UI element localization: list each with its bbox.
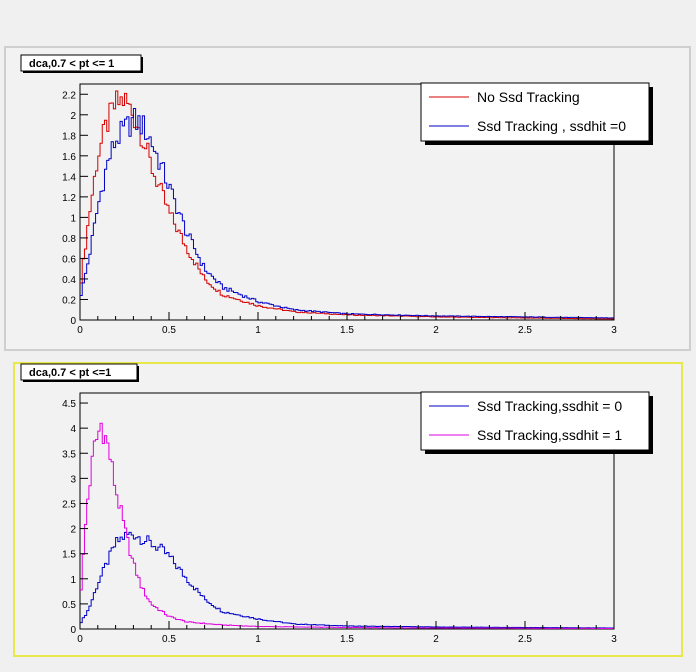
chart-title: dca,0.7 < pt <=1	[29, 367, 111, 379]
x-tick-label: 1.5	[340, 634, 354, 645]
legend-box	[420, 82, 650, 142]
x-tick-label: 2	[433, 325, 439, 336]
y-tick-label: 0.6	[62, 254, 76, 265]
y-tick-label: 3	[70, 474, 76, 485]
y-tick-label: 4	[70, 424, 76, 435]
y-tick-label: 1	[70, 575, 76, 586]
y-tick-label: 0.5	[62, 600, 76, 611]
y-tick-label: 1.5	[62, 550, 76, 561]
title-box	[20, 363, 138, 381]
y-tick-label: 0.2	[62, 295, 76, 306]
y-tick-label: 1	[70, 213, 76, 224]
legend-label-2: Ssd Tracking , ssdhit =0	[477, 118, 626, 134]
legend-box	[420, 391, 650, 451]
y-tick-label: 2.5	[62, 499, 76, 510]
x-tick-label: 0.5	[162, 634, 176, 645]
chart-bottom: 0 0.5 1 1.5 2 2.5 3 0 0.5 1 1.5 2 2.5 3 3.5 4 4.5 dca,0.7…	[20, 363, 653, 645]
x-tick-label: 0	[77, 634, 83, 645]
y-tick-label: 1.8	[62, 131, 76, 142]
x-tick-label: 1	[255, 634, 261, 645]
legend-label-2: Ssd Tracking,ssdhit = 1	[477, 427, 622, 443]
y-tick-label: 4.5	[62, 399, 76, 410]
y-tick-label: 2.2	[62, 90, 76, 101]
x-tick-label: 2	[433, 634, 439, 645]
x-tick-label: 0.5	[162, 325, 176, 336]
x-tick-label: 3	[611, 325, 617, 336]
x-tick-label: 0	[77, 325, 83, 336]
x-tick-label: 1	[255, 325, 261, 336]
y-tick-label: 0.4	[62, 275, 76, 286]
y-tick-label: 2	[70, 111, 76, 122]
y-tick-label: 1.4	[62, 172, 76, 183]
y-tick-label: 0	[70, 316, 76, 327]
y-tick-label: 2	[70, 525, 76, 536]
legend-label-1: Ssd Tracking,ssdhit = 0	[477, 398, 622, 414]
x-tick-label: 3	[611, 634, 617, 645]
y-tick-label: 1.2	[62, 193, 76, 204]
x-tick-label: 2.5	[518, 634, 532, 645]
y-tick-label: 1.6	[62, 152, 76, 163]
x-tick-label: 1.5	[340, 325, 354, 336]
y-tick-label: 0	[70, 625, 76, 636]
title-box	[20, 54, 142, 72]
legend-label-1: No Ssd Tracking	[477, 89, 580, 105]
y-tick-label: 3.5	[62, 449, 76, 460]
chart-top: 0 0.5 1 1.5 2 2.5 3 0 0.2 0.4 0.6 0.8 1 1.2 1.4 1.6 1.8 2…	[20, 54, 653, 336]
y-tick-label: 0.8	[62, 234, 76, 245]
chart-title: dca,0.7 < pt <= 1	[29, 58, 114, 70]
x-tick-label: 2.5	[518, 325, 532, 336]
